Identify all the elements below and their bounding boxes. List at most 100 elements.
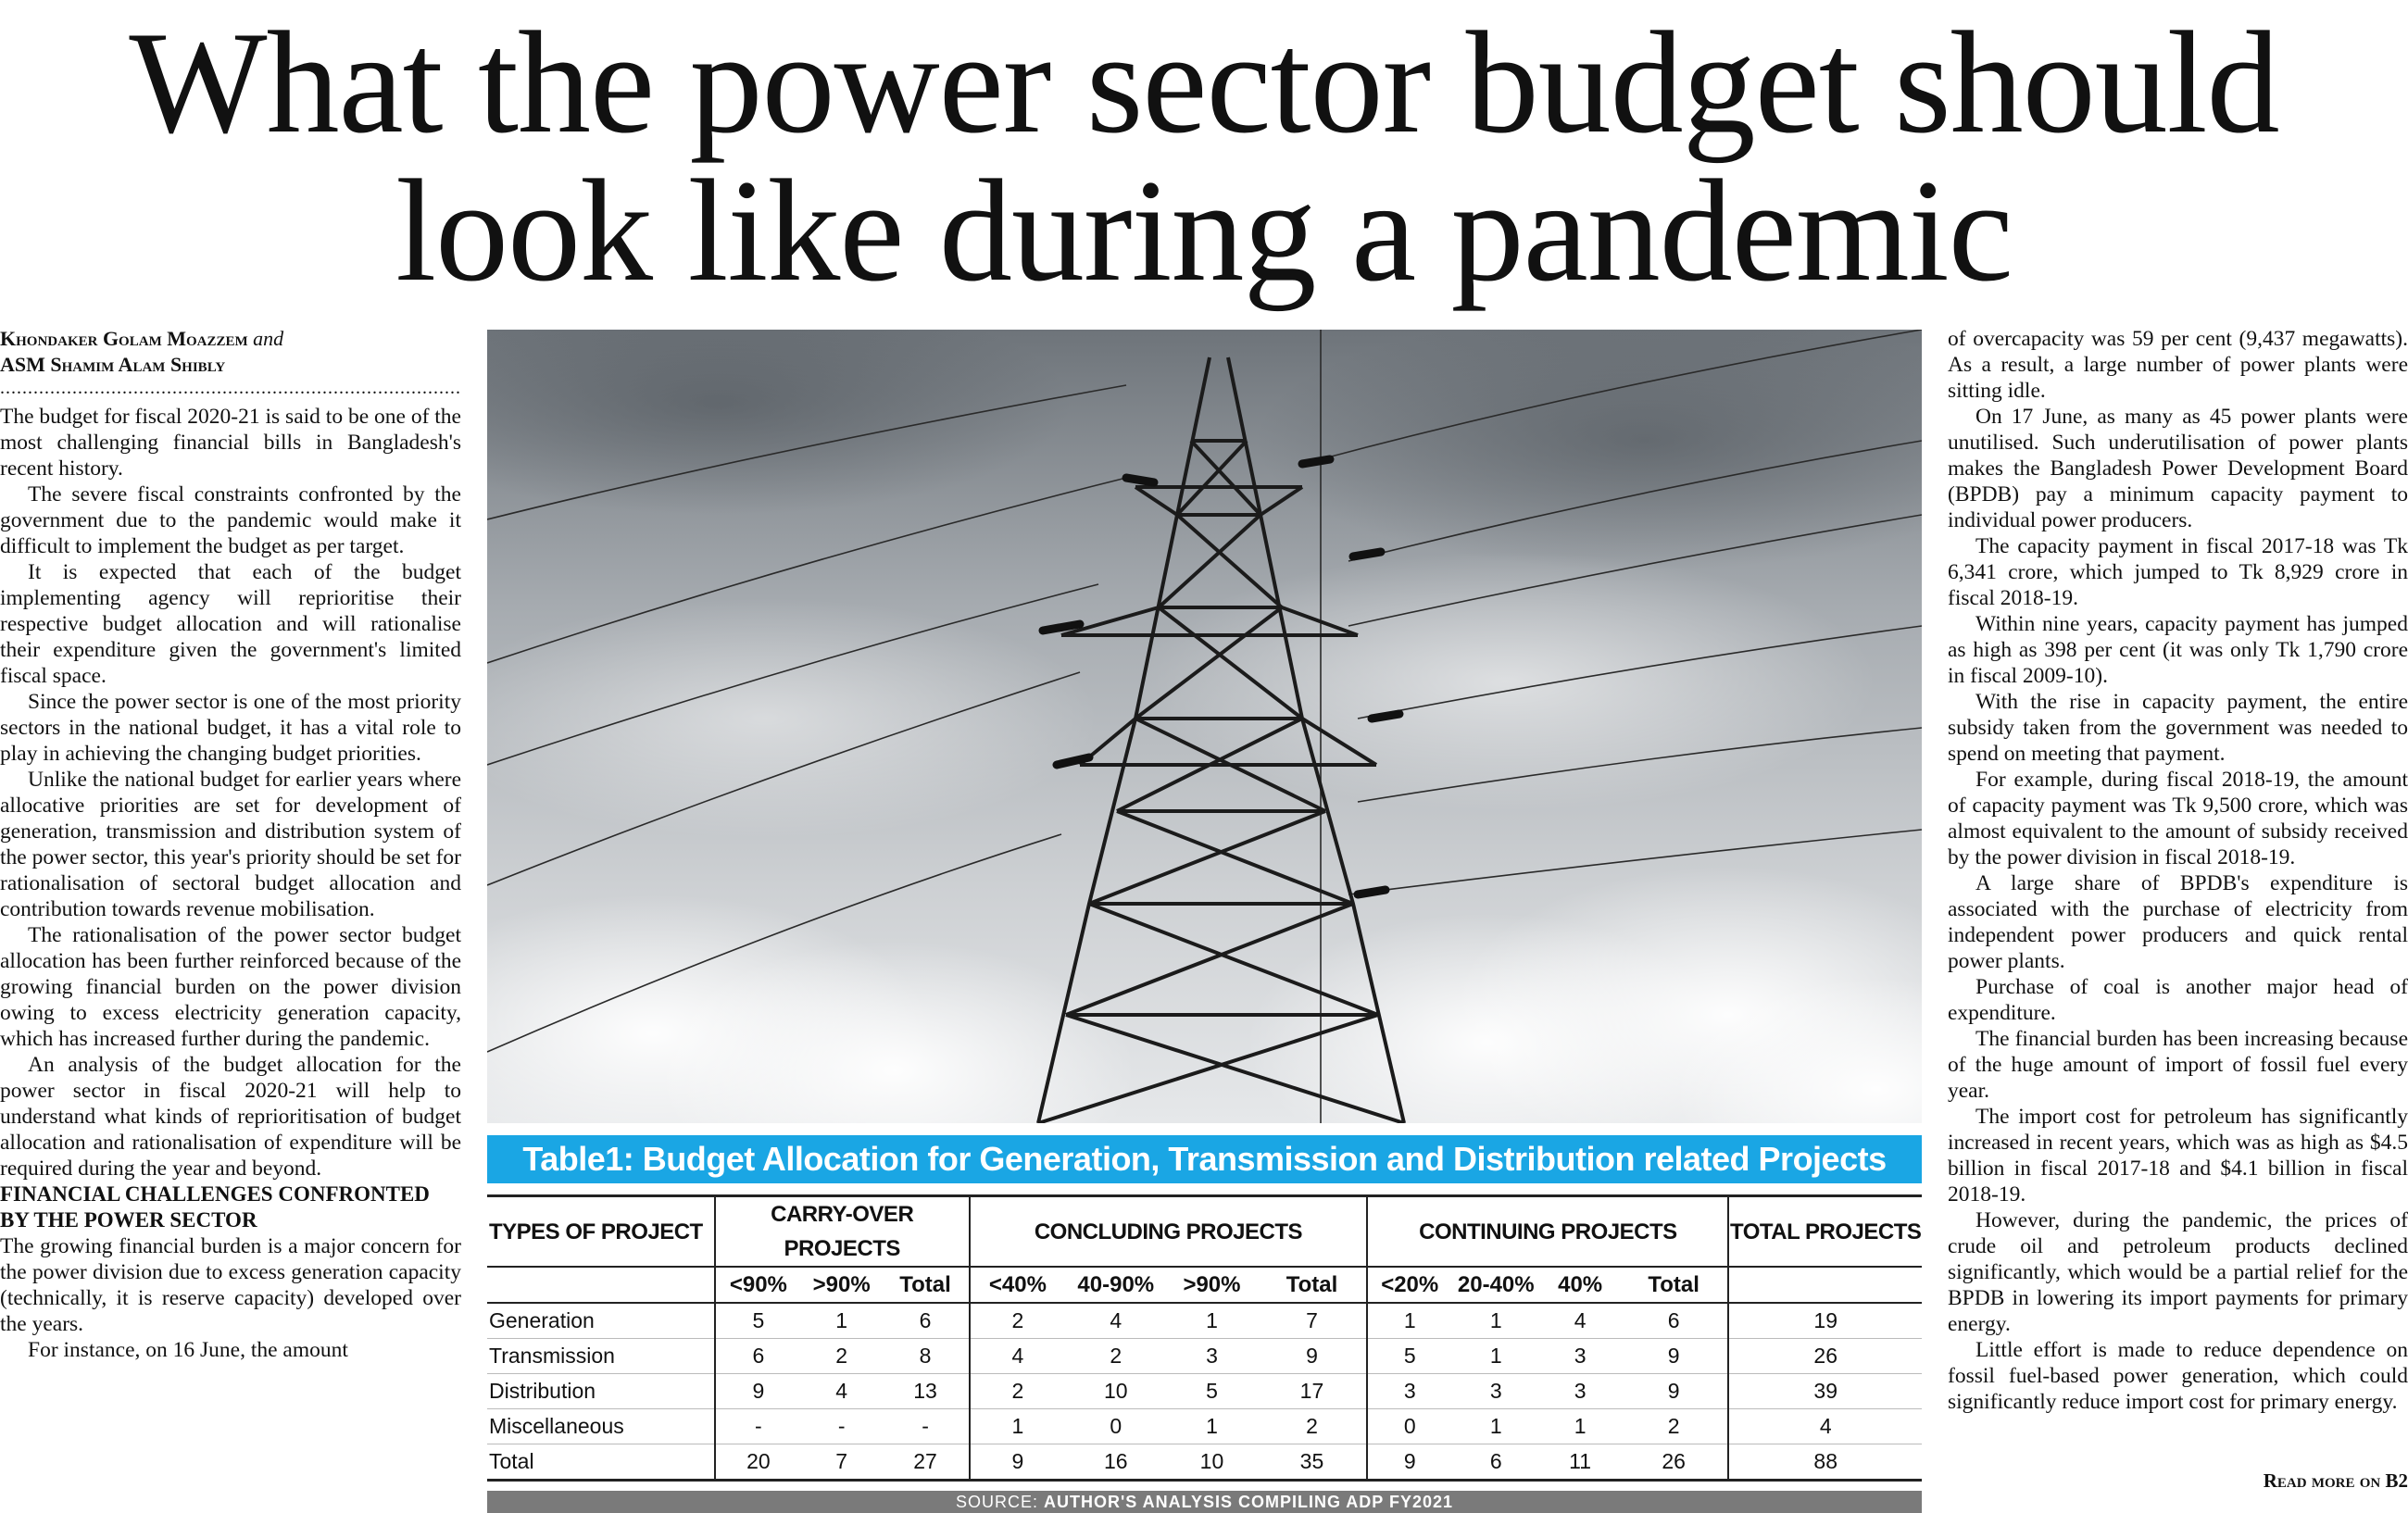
table-cell: 6: [714, 1338, 801, 1374]
paragraph: Little effort is made to reduce dependen…: [1948, 1338, 2408, 1414]
row-total-cell: 88: [1728, 1444, 1922, 1482]
subheader: 40%: [1540, 1267, 1620, 1304]
table-cell: 2: [969, 1373, 1066, 1409]
table-cell: 2: [969, 1303, 1066, 1339]
table-cell: 3: [1540, 1338, 1620, 1374]
right-article-column: of overcapacity was 59 per cent (9,437 m…: [1948, 326, 2408, 1415]
table-row: Transmission 6 2 8 4 2 3 9 5 1 3 9 26: [487, 1338, 1922, 1374]
table-cell: 1: [1166, 1408, 1258, 1444]
row-total-cell: 19: [1728, 1303, 1922, 1339]
paragraph: An analysis of the budget allocation for…: [0, 1053, 461, 1181]
table-cell: 6: [1619, 1303, 1730, 1339]
source-label: SOURCE:: [955, 1493, 1038, 1511]
paragraph: However, during the pandemic, the prices…: [1948, 1208, 2408, 1336]
subheader: >90%: [1166, 1267, 1258, 1304]
table-cell: 9: [969, 1444, 1066, 1482]
table-cell: 7: [1257, 1303, 1369, 1339]
table-cell: 2: [1065, 1338, 1167, 1374]
table-group-header-row: Types of project Carry-over projects Con…: [487, 1194, 1922, 1268]
table-cell: 9: [1367, 1444, 1452, 1482]
byline-divider: ........................................…: [0, 378, 461, 398]
paragraph: Purchase of coal is another major head o…: [1948, 975, 2408, 1025]
subheader: <20%: [1367, 1267, 1452, 1304]
table-cell: 6: [1451, 1444, 1541, 1482]
table-cell: 3: [1451, 1373, 1541, 1409]
table-cell: 1: [800, 1303, 883, 1339]
table-cell: 1: [1451, 1338, 1541, 1374]
byline-and: and: [253, 327, 284, 350]
table-cell: 26: [1619, 1444, 1730, 1482]
col-header-concluding: Concluding projects: [969, 1194, 1369, 1268]
table-cell: 2: [1257, 1408, 1369, 1444]
headline-line-2: look like during a pandemic: [395, 150, 2013, 312]
left-article-column: Khondaker Golam Moazzem and ASM Shamim A…: [0, 326, 461, 1363]
read-more-link[interactable]: Read more on B2: [2263, 1469, 2408, 1492]
row-total-cell: 4: [1728, 1408, 1922, 1444]
table-title: Table1: Budget Allocation for Generation…: [487, 1135, 1922, 1183]
budget-allocation-table: Types of project Carry-over projects Con…: [487, 1194, 1922, 1482]
table-cell: -: [714, 1408, 801, 1444]
table-cell: 0: [1367, 1408, 1452, 1444]
table-row: Generation 5 1 6 2 4 1 7 1 1 4 6 19: [487, 1303, 1922, 1339]
paragraph: The financial burden has been increasing…: [1948, 1027, 2408, 1103]
paragraph: Since the power sector is one of the mos…: [0, 690, 461, 766]
row-type-label: Transmission: [487, 1338, 716, 1374]
row-type-label: Miscellaneous: [487, 1408, 716, 1444]
subheader-blank: [1728, 1267, 1922, 1304]
table-cell: 1: [1540, 1408, 1620, 1444]
table-cell: 2: [800, 1338, 883, 1374]
paragraph: For instance, on 16 June, the amount: [28, 1338, 348, 1362]
table-cell: 9: [1257, 1338, 1369, 1374]
power-tower-photo: [487, 330, 1922, 1123]
table-cell: 3: [1367, 1373, 1452, 1409]
table-cell: 1: [1451, 1408, 1541, 1444]
table-row: Total 20 7 27 9 16 10 35 9 6 11 26 88: [487, 1444, 1922, 1482]
paragraph: Within nine years, capacity payment has …: [1948, 612, 2408, 688]
col-header-types: Types of project: [487, 1194, 716, 1268]
table-cell: 9: [1619, 1338, 1730, 1374]
table-cell: 10: [1065, 1373, 1167, 1409]
table-cell: 4: [800, 1373, 883, 1409]
table-subheader-row: <90% >90% Total <40% 40-90% >90% Total <…: [487, 1267, 1922, 1304]
table-row: Miscellaneous - - -1 0 1 2 0 1 1 2 4: [487, 1408, 1922, 1444]
table-cell: 5: [1166, 1373, 1258, 1409]
table-cell: 35: [1257, 1444, 1369, 1482]
table-cell: 0: [1065, 1408, 1167, 1444]
paragraph: With the rise in capacity payment, the e…: [1948, 690, 2408, 766]
table-cell: 1: [1451, 1303, 1541, 1339]
subheader-blank: [487, 1267, 716, 1304]
table-cell: 27: [882, 1444, 971, 1482]
col-header-carry-over: Carry-over projects: [714, 1194, 971, 1268]
paragraph: The rationalisation of the power sector …: [0, 923, 461, 1051]
table-cell: 4: [1065, 1303, 1167, 1339]
table-cell: 2: [1619, 1408, 1730, 1444]
table-cell: 9: [714, 1373, 801, 1409]
table-cell: 1: [969, 1408, 1066, 1444]
paragraph: It is expected that each of the budget i…: [0, 560, 461, 688]
table-cell: 4: [1540, 1303, 1620, 1339]
paragraph: The budget for fiscal 2020-21 is said to…: [0, 405, 461, 481]
transmission-tower-illustration: [487, 330, 1922, 1123]
table-cell: 6: [882, 1303, 971, 1339]
paragraph: The capacity payment in fiscal 2017-18 w…: [1948, 534, 2408, 610]
table-cell: 11: [1540, 1444, 1620, 1482]
table-source: SOURCE: AUTHOR'S ANALYSIS COMPILING ADP …: [487, 1491, 1922, 1513]
paragraph: The severe fiscal constraints confronted…: [0, 482, 461, 558]
subheader: Total: [1257, 1267, 1369, 1304]
table-cell: 3: [1540, 1373, 1620, 1409]
table-cell: 3: [1166, 1338, 1258, 1374]
paragraph: The import cost for petroleum has signif…: [1948, 1105, 2408, 1207]
subheader: >90%: [800, 1267, 883, 1304]
byline: Khondaker Golam Moazzem and ASM Shamim A…: [0, 326, 461, 378]
subheader: 20-40%: [1451, 1267, 1541, 1304]
subheader: <40%: [969, 1267, 1066, 1304]
table-cell: 10: [1166, 1444, 1258, 1482]
table-cell: 7: [800, 1444, 883, 1482]
table-cell: 1: [1367, 1303, 1452, 1339]
table-cell: 4: [969, 1338, 1066, 1374]
row-type-label: Total: [487, 1444, 716, 1482]
subheader: <90%: [714, 1267, 801, 1304]
headline-line-1: What the power sector budget should: [129, 2, 2279, 164]
table-cell: 20: [714, 1444, 801, 1482]
row-total-cell: 26: [1728, 1338, 1922, 1374]
